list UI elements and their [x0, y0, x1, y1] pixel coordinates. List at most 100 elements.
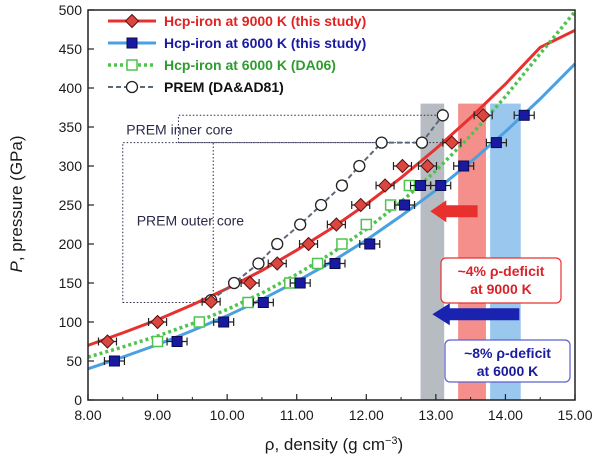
marker-diamond	[270, 256, 285, 271]
legend-label: Hcp-iron at 6000 K (this study)	[164, 35, 366, 51]
point-9000k-7	[353, 197, 368, 213]
point-6000k-11	[490, 137, 502, 149]
marker-diamond	[100, 334, 115, 349]
point-9000k-11	[444, 135, 460, 150]
marker-diamond	[395, 158, 410, 174]
prem-point-10	[436, 109, 449, 122]
point-6000k-1	[171, 336, 183, 347]
x-tick-label: 12.00	[349, 407, 384, 423]
prem-point-5	[314, 198, 328, 212]
marker-open-circle	[314, 198, 328, 212]
y-tick-label: 500	[59, 2, 83, 18]
data-points	[97, 108, 535, 367]
y-tick-label: 350	[59, 119, 83, 135]
marker-open-square	[126, 59, 138, 71]
point-6000k-8	[415, 180, 427, 191]
deficit-line-1: ~8% ρ-deficit	[464, 345, 551, 361]
deficit-box-frame	[440, 257, 562, 304]
prem-point-9	[415, 136, 429, 149]
prem-point-8	[375, 136, 388, 149]
y-axis-title: P, pressure (GPa)	[7, 136, 26, 273]
marker-open-square	[336, 238, 348, 250]
point-9000k-9	[395, 158, 410, 174]
marker-open-square	[193, 316, 206, 328]
point-6000k-9	[435, 180, 447, 191]
prem-core-brackets	[122, 114, 450, 303]
y-tick-label: 150	[59, 275, 83, 291]
da06-point-4	[311, 257, 324, 270]
da06-point-0	[151, 335, 164, 348]
marker-diamond	[475, 108, 491, 123]
point-9000k-1	[150, 314, 165, 330]
point-9000k-3	[242, 275, 258, 291]
marker-open-square	[311, 257, 324, 270]
marker-open-square	[151, 335, 164, 348]
point-9000k-10	[420, 158, 435, 174]
deficit-box-6000k: ~8% ρ-deficit at 6000 K	[444, 339, 571, 383]
legend-entry-2: Hcp-iron at 6000 K (DA06)	[108, 57, 336, 73]
point-6000k-12	[518, 109, 530, 121]
marker-open-circle	[375, 136, 388, 149]
legend-label: Hcp-iron at 6000 K (DA06)	[164, 57, 336, 73]
marker-square	[399, 199, 411, 211]
point-6000k-0	[108, 355, 120, 367]
marker-square	[171, 336, 183, 347]
marker-square	[218, 316, 230, 328]
point-9000k-5	[301, 236, 316, 252]
legend-marker	[124, 13, 140, 29]
marker-diamond	[242, 275, 258, 291]
legend-marker	[125, 80, 139, 94]
marker-open-circle	[271, 237, 284, 251]
prem-point-1	[227, 276, 241, 290]
y-tick-label: 100	[59, 314, 83, 330]
marker-open-circle	[353, 159, 366, 173]
x-axis-ticks: 8.00 9.00 10.00 11.00 12.00 13.00 14.00 15.00	[74, 394, 593, 423]
x-tick-label: 11.00	[280, 407, 314, 423]
y-tick-label: 250	[59, 197, 83, 213]
marker-open-circle	[335, 179, 349, 192]
x-tick-label: 9.00	[144, 407, 171, 423]
point-6000k-4	[294, 277, 306, 289]
point-6000k-2	[218, 316, 230, 328]
marker-square	[257, 297, 269, 308]
marker-diamond	[124, 13, 140, 29]
legend-entry-1: Hcp-iron at 6000 K (this study)	[108, 35, 366, 51]
marker-square	[329, 258, 341, 269]
legend-marker	[126, 37, 138, 49]
legend-entry-0: Hcp-iron at 9000 K (this study)	[108, 13, 366, 29]
marker-square	[458, 160, 470, 172]
da06-point-1	[193, 316, 206, 328]
x-axis-title: ρ, density (g cm−3)	[265, 435, 403, 454]
marker-open-circle	[294, 218, 307, 231]
annotations: PREM inner core PREM outer core ~4% ρ-defi…	[126, 121, 571, 383]
x-tick-label: 14.00	[488, 407, 523, 423]
x-tick-label: 15.00	[557, 407, 592, 423]
deficit-box-9000k: ~4% ρ-deficit at 9000 K	[440, 257, 562, 304]
marker-diamond	[150, 314, 165, 330]
inner-core-label: PREM inner core	[126, 121, 233, 137]
legend-label: PREM (DA&AD81)	[164, 79, 284, 95]
y-tick-label: 0	[74, 392, 82, 408]
legend-entry-3: PREM (DA&AD81)	[108, 79, 284, 95]
outer-core-label: PREM outer core	[137, 213, 245, 229]
deficit-line-1: ~4% ρ-deficit	[458, 263, 545, 279]
inner-core-bracket	[177, 114, 450, 144]
prem-point-4	[294, 218, 307, 231]
point-6000k-5	[329, 258, 341, 269]
marker-open-square	[360, 218, 373, 231]
deficit-line-2: at 9000 K	[470, 281, 531, 297]
marker-square	[126, 37, 138, 49]
marker-open-circle	[125, 80, 139, 94]
da06-point-6	[360, 218, 373, 231]
prem-point-7	[353, 159, 366, 173]
point-9000k-0	[100, 334, 115, 349]
curve-9000k	[87, 28, 576, 347]
marker-square	[108, 355, 120, 367]
marker-diamond	[353, 197, 368, 213]
point-6000k-10	[458, 160, 470, 172]
point-9000k-12	[475, 108, 491, 123]
outer-core-bracket-inner	[122, 142, 214, 303]
marker-diamond	[377, 178, 393, 193]
marker-square	[435, 180, 447, 191]
